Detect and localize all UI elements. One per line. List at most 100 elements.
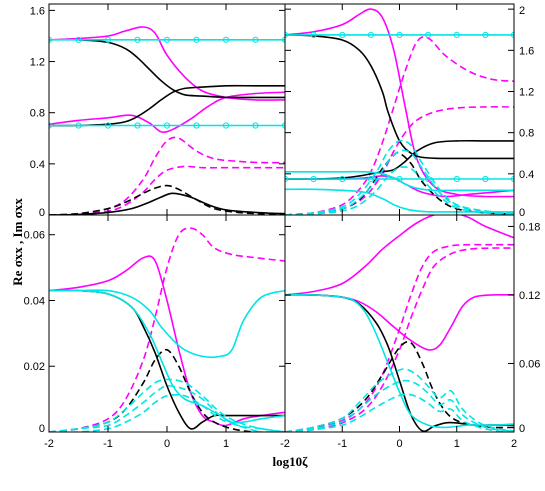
series-cyan-solid-10 xyxy=(285,188,514,213)
series-magenta-dashed-3 xyxy=(285,247,514,432)
x-tick-label: 2 xyxy=(511,438,517,450)
panel-bottom-left: -2 -1 0 1 0 0.02 0.04 0.06 xyxy=(24,214,286,450)
y-tick-label: 1.6 xyxy=(519,45,534,57)
y-tick-label: 0.04 xyxy=(24,295,45,307)
x-tick-label: 0 xyxy=(396,438,402,450)
series-cyan-dashed-7 xyxy=(49,385,285,432)
series-black-solid-7 xyxy=(49,192,285,215)
y-tick-label: 2 xyxy=(519,5,525,17)
x-tick-label: 1 xyxy=(223,438,229,450)
y-tick-label: 1.6 xyxy=(30,5,45,17)
data-marker xyxy=(163,122,171,129)
data-marker xyxy=(193,36,200,43)
data-marker xyxy=(193,122,200,129)
series-magenta-solid-0 xyxy=(285,8,514,198)
series-magenta-dashed-3 xyxy=(285,106,514,215)
data-marker xyxy=(482,31,489,39)
data-marker xyxy=(252,122,259,129)
series-group xyxy=(49,227,285,432)
data-marker xyxy=(310,31,317,39)
series-magenta-dashed-3 xyxy=(49,165,285,215)
series-cyan-solid-4 xyxy=(49,289,285,359)
series-cyan-solid-9 xyxy=(285,170,514,192)
panel-frame xyxy=(48,3,286,216)
series-cyan-dashed-6 xyxy=(49,378,285,432)
series-black-solid-4 xyxy=(285,34,514,160)
y-tick-label: 0 xyxy=(519,423,525,435)
series-magenta-dashed-1 xyxy=(49,227,285,432)
y-tick-label: 0.06 xyxy=(24,230,45,242)
y-tick-label: 0.4 xyxy=(519,169,534,181)
series-cyan-dashed-11 xyxy=(285,139,514,215)
panel-frame xyxy=(284,214,515,433)
series-black-dashed-5 xyxy=(285,340,514,432)
y-axis-label: Re σxx , Im σxx xyxy=(10,198,25,286)
y-tick-label: 0.4 xyxy=(30,159,45,171)
series-cyan-dashed-8 xyxy=(285,379,514,432)
y-tick-label: 0 xyxy=(519,207,525,219)
x-tick-label: 1 xyxy=(454,438,460,450)
x-tick-label: -1 xyxy=(103,438,113,450)
x-tick-label: -1 xyxy=(337,438,347,450)
x-axis-label: log10ζ xyxy=(273,454,309,469)
series-cyan-solid-5 xyxy=(49,289,285,424)
series-group xyxy=(285,215,514,432)
data-marker xyxy=(453,175,460,183)
data-marker xyxy=(252,36,259,43)
series-cyan-solid-6 xyxy=(285,293,514,429)
data-marker xyxy=(425,31,432,39)
panels: 0 0.4 0.8 1.2 1.6 0 0.4 0.8 1.2 1.6 2 -2 -1 0 1 0 0.02 0.… xyxy=(24,3,540,450)
series-magenta-dashed-2 xyxy=(285,243,514,432)
data-marker xyxy=(339,31,346,39)
y-tick-label: 0.02 xyxy=(24,361,45,373)
y-tick-label: 0.06 xyxy=(519,358,540,370)
series-black-dashed-6 xyxy=(49,184,285,215)
y-tick-label: 0 xyxy=(39,423,45,435)
data-marker xyxy=(75,36,82,43)
data-marker xyxy=(134,122,141,129)
series-magenta-dashed-2 xyxy=(285,36,514,215)
panel-bottom-right: -2 -1 0 1 200.060.120.18 xyxy=(280,214,540,450)
series-cyan-dashed-7 xyxy=(285,368,514,432)
data-marker xyxy=(285,31,289,38)
panel-top-left: 0 0.4 0.8 1.2 1.6 xyxy=(30,3,286,219)
data-marker xyxy=(339,175,346,183)
data-marker xyxy=(134,36,141,43)
y-tick-label: 0.8 xyxy=(30,108,45,120)
series-magenta-solid-0 xyxy=(49,26,285,101)
x-tick-label: -2 xyxy=(280,438,290,450)
data-marker xyxy=(163,36,171,43)
data-marker xyxy=(396,31,403,39)
series-black-solid-4 xyxy=(49,38,285,99)
data-marker xyxy=(453,31,460,39)
series-magenta-solid-1 xyxy=(285,293,514,351)
data-marker xyxy=(222,36,230,43)
data-marker xyxy=(367,175,374,183)
x-tick-label: -2 xyxy=(44,438,54,450)
data-marker xyxy=(482,175,489,183)
series-black-solid-4 xyxy=(285,293,514,432)
y-tick-label: 0.8 xyxy=(519,128,534,140)
series-black-solid-5 xyxy=(285,139,514,180)
series-cyan-dashed-12 xyxy=(285,149,514,215)
series-black-dashed-3 xyxy=(49,348,285,432)
series-group xyxy=(285,8,514,215)
panel-frame xyxy=(48,214,286,433)
series-magenta-solid-0 xyxy=(49,255,285,427)
data-marker xyxy=(75,122,82,129)
data-marker xyxy=(222,122,230,129)
series-group xyxy=(49,26,285,215)
y-tick-label: 0 xyxy=(39,207,45,219)
series-magenta-dashed-2 xyxy=(49,136,285,215)
y-tick-label: 0.12 xyxy=(519,290,540,302)
y-tick-label: 0.18 xyxy=(519,221,540,233)
data-marker xyxy=(285,175,289,183)
series-black-solid-5 xyxy=(49,84,285,127)
y-tick-label: 1.2 xyxy=(30,57,45,69)
x-tick-label: 0 xyxy=(164,438,170,450)
panel-top-right: 0 0.4 0.8 1.2 1.6 2 xyxy=(284,3,534,219)
series-black-dashed-6 xyxy=(285,151,514,215)
data-marker xyxy=(310,175,317,183)
data-marker xyxy=(367,31,374,39)
